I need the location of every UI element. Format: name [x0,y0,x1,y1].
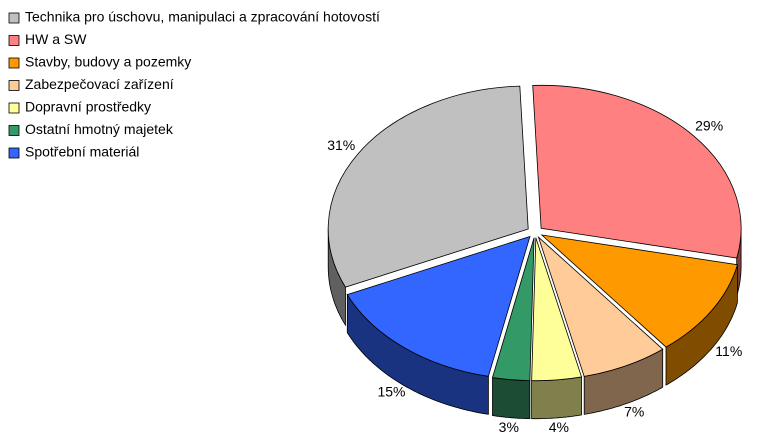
legend-label: Stavby, budovy a pozemky [25,54,191,70]
data-label: 3% [499,419,519,435]
pie-slice [537,235,664,377]
pie-slice [532,84,742,259]
pie-slice [327,85,529,288]
pie-slice [540,234,738,348]
pie-slice [346,235,531,377]
pie-tops [327,84,742,382]
pie-slice-side [531,376,582,420]
data-label: 29% [695,117,723,133]
legend-label: Spotřební materiál [25,144,139,160]
data-label: 15% [377,384,405,400]
data-label: 31% [327,137,355,153]
pie-slice-side [492,377,531,420]
legend-swatch [8,125,20,136]
legend-label: Dopravní prostředky [25,99,151,115]
pie-slice [491,237,535,382]
pie-labels: 31% 29% 11% 7% 4% 3% 15% [327,117,742,435]
legend-swatch [8,35,20,46]
data-label: 11% [715,343,742,359]
legend-swatch [8,147,20,159]
legend-label: Zabezpečovací zařízení [25,76,174,92]
legend-label: HW a SW [25,31,87,47]
data-label: 4% [549,419,569,435]
legend-swatch [8,80,20,91]
pie-slice [531,237,583,382]
data-label: 7% [624,404,644,420]
legend-swatch [8,12,20,24]
legend-swatch [8,102,20,114]
legend: Technika pro úschovu, manipulaci a zprac… [8,9,380,160]
legend-label: Ostatní hmotný majetek [25,121,174,137]
legend-label: Technika pro úschovu, manipulaci a zprac… [25,9,380,25]
legend-swatch [8,57,20,69]
